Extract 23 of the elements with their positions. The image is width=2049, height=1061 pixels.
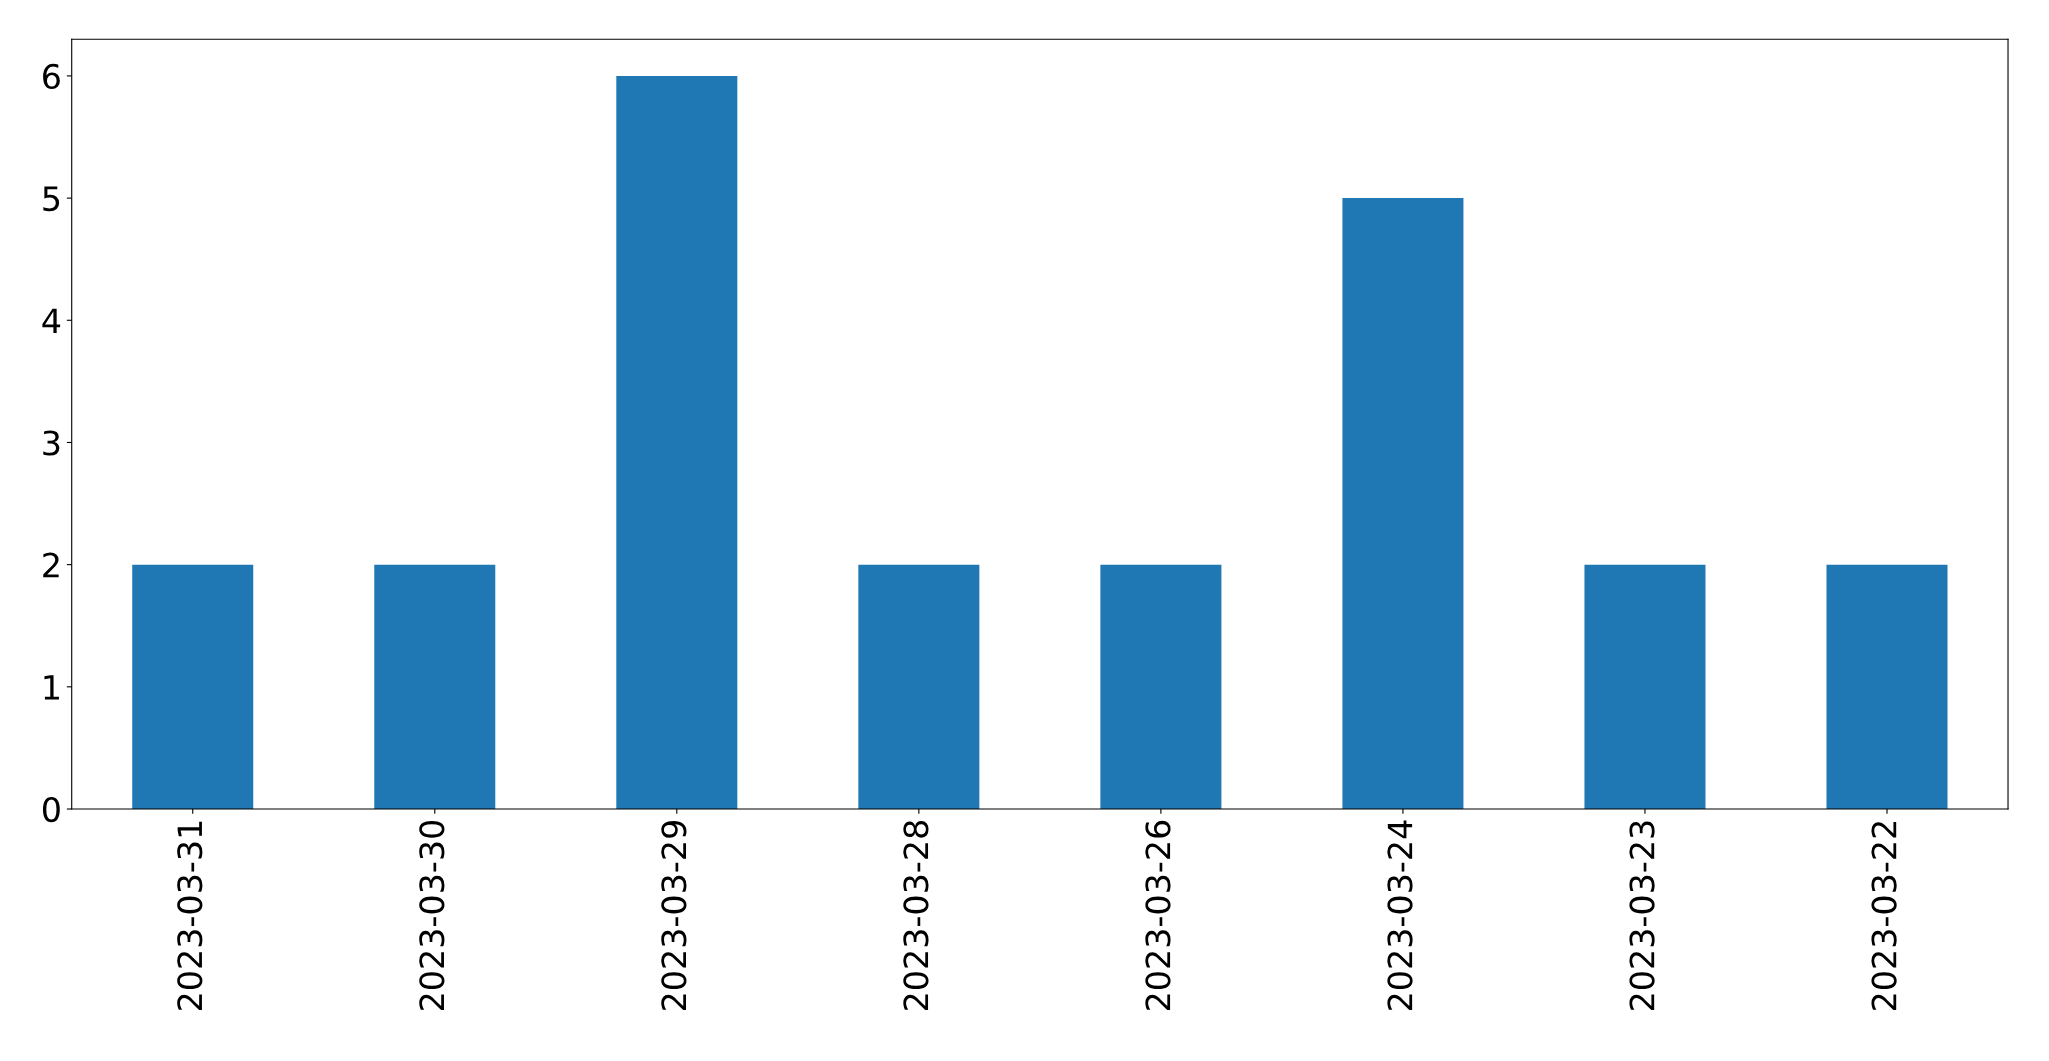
y-tick-label: 0	[42, 796, 60, 823]
y-tick-label: 1	[44, 675, 59, 700]
x-tick-label: 2023-03-23	[1629, 821, 1655, 1011]
x-tick-label: 2023-03-30	[419, 820, 445, 1011]
bar	[1584, 564, 1706, 810]
bar	[1342, 198, 1464, 810]
bar	[1100, 564, 1222, 810]
x-tick-label: 2023-03-26	[1145, 820, 1171, 1011]
x-tick-label: 2023-03-24	[1387, 820, 1413, 1011]
bar	[374, 564, 496, 810]
y-tick-label: 2	[43, 552, 59, 578]
y-tick-label: 4	[42, 308, 61, 333]
x-tick-label: 2023-03-22	[1871, 822, 1897, 1011]
x-tick-label: 2023-03-31	[177, 821, 203, 1011]
bar	[1826, 564, 1948, 810]
bar	[132, 564, 254, 810]
bar	[858, 564, 980, 810]
x-tick-label: 2023-03-28	[903, 821, 929, 1011]
bar	[616, 75, 738, 810]
y-tick-label: 6	[43, 63, 60, 90]
y-tick-label: 3	[43, 430, 60, 456]
y-tick-label: 5	[43, 186, 60, 212]
x-tick-label: 2023-03-29	[661, 821, 687, 1011]
